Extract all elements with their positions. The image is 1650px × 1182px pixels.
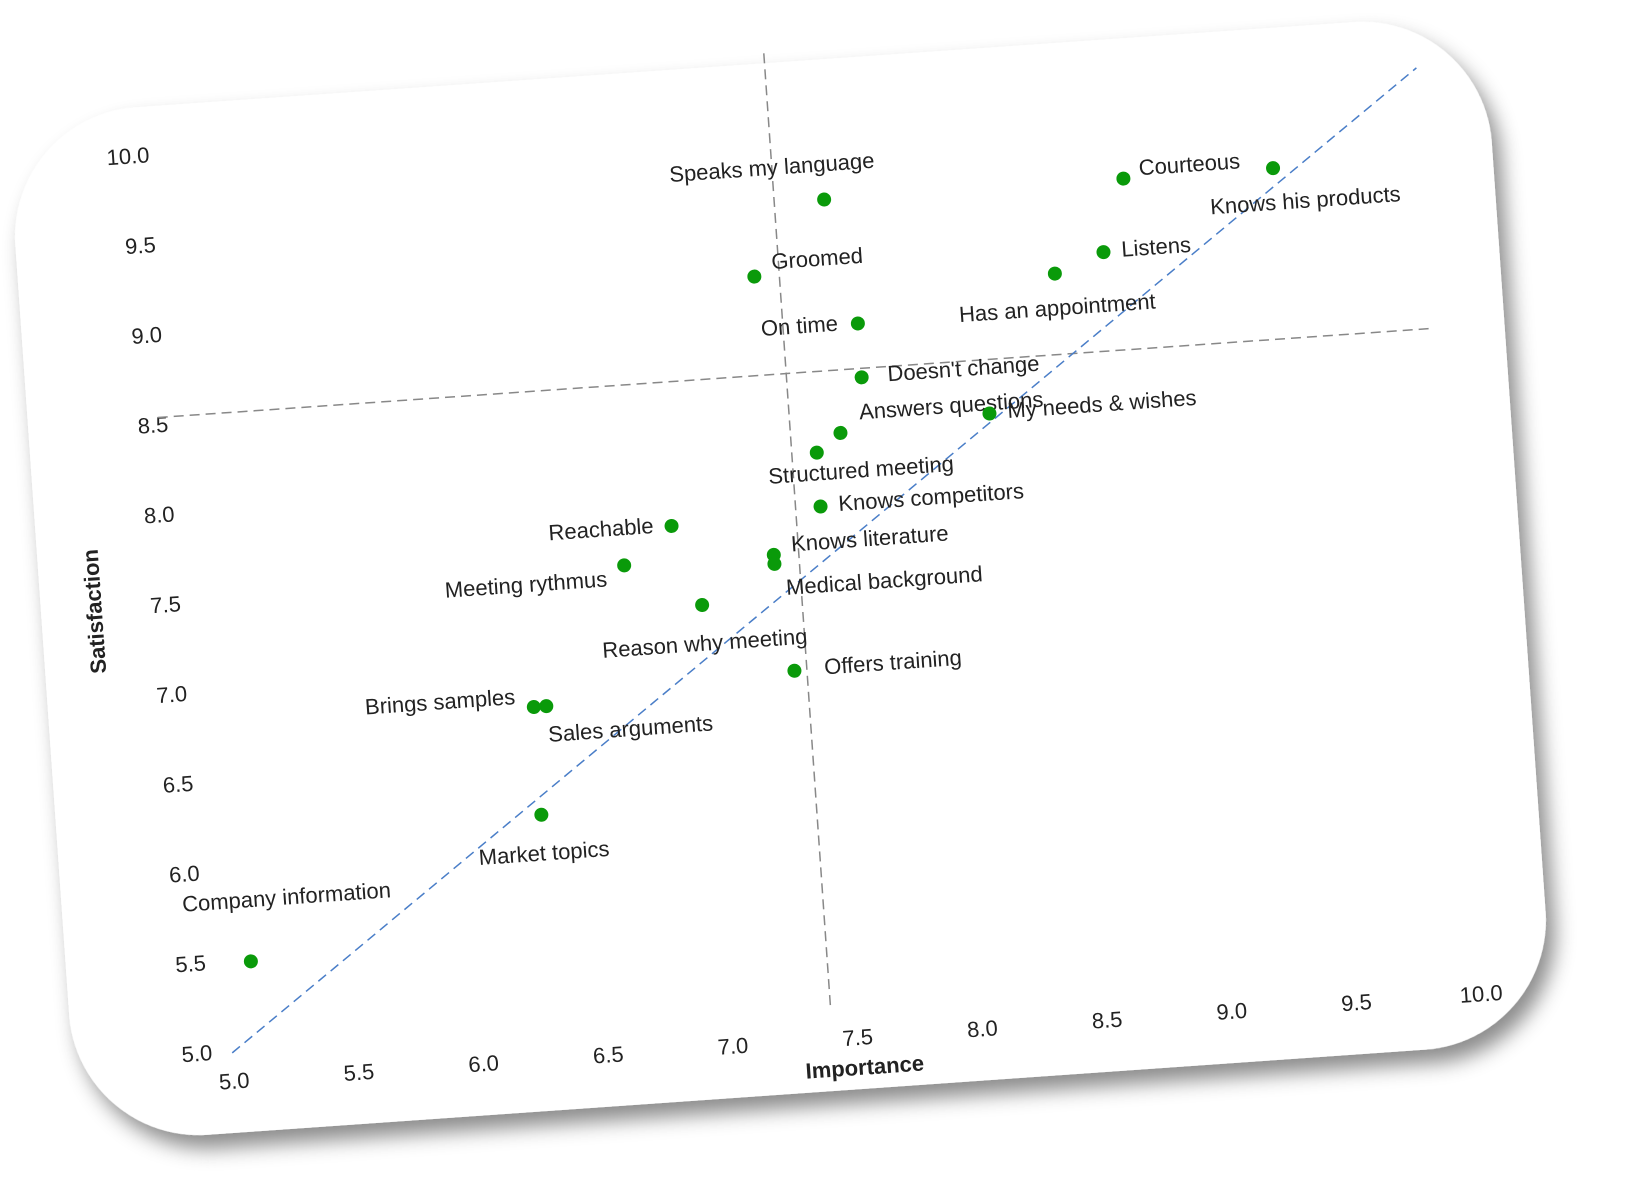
point-label: Listens — [1120, 232, 1191, 262]
point — [854, 370, 869, 385]
point — [982, 406, 997, 421]
y-tick-label: 9.5 — [124, 232, 156, 259]
y-tick-label: 9.0 — [131, 322, 163, 349]
point — [850, 316, 865, 331]
x-tick-label: 5.5 — [343, 1059, 375, 1086]
point — [817, 192, 832, 207]
y-tick-label: 8.5 — [137, 412, 169, 439]
point — [1096, 245, 1111, 260]
point — [813, 499, 828, 514]
point — [1116, 171, 1131, 186]
point — [1047, 266, 1062, 281]
x-tick-label: 7.0 — [717, 1033, 749, 1060]
point — [617, 558, 632, 573]
x-tick-label: 6.0 — [467, 1050, 499, 1077]
point — [747, 269, 762, 284]
point — [243, 954, 258, 969]
x-tick-label: 8.0 — [966, 1015, 998, 1042]
y-tick-label: 10.0 — [106, 142, 150, 170]
point — [539, 699, 554, 714]
y-tick-label: 6.0 — [168, 861, 200, 888]
x-tick-label: 9.5 — [1340, 989, 1372, 1016]
point — [695, 598, 710, 613]
point — [787, 663, 802, 678]
y-tick-label: 8.0 — [143, 501, 175, 528]
point — [833, 425, 848, 440]
x-tick-label: 5.0 — [218, 1068, 250, 1095]
y-tick-label: 5.0 — [181, 1040, 213, 1067]
point — [534, 807, 549, 822]
x-tick-label: 7.5 — [842, 1024, 874, 1051]
point — [664, 518, 679, 533]
card — [15, 21, 1546, 1136]
x-tick-label: 6.5 — [592, 1041, 624, 1068]
point-label: On time — [760, 311, 839, 341]
x-tick-label: 8.5 — [1091, 1007, 1123, 1034]
x-tick-label: 9.0 — [1216, 998, 1248, 1025]
y-tick-label: 6.5 — [162, 771, 194, 798]
point — [1266, 161, 1281, 176]
point — [767, 556, 782, 571]
point — [809, 445, 824, 460]
y-tick-label: 7.0 — [156, 681, 188, 708]
diagonal-line — [231, 67, 1417, 1054]
y-tick-label: 5.5 — [174, 950, 206, 977]
y-tick-label: 7.5 — [149, 591, 181, 618]
x-tick-label: 10.0 — [1459, 980, 1503, 1008]
point — [526, 699, 541, 714]
reference-line — [157, 327, 1435, 419]
reference-line — [763, 53, 832, 1012]
